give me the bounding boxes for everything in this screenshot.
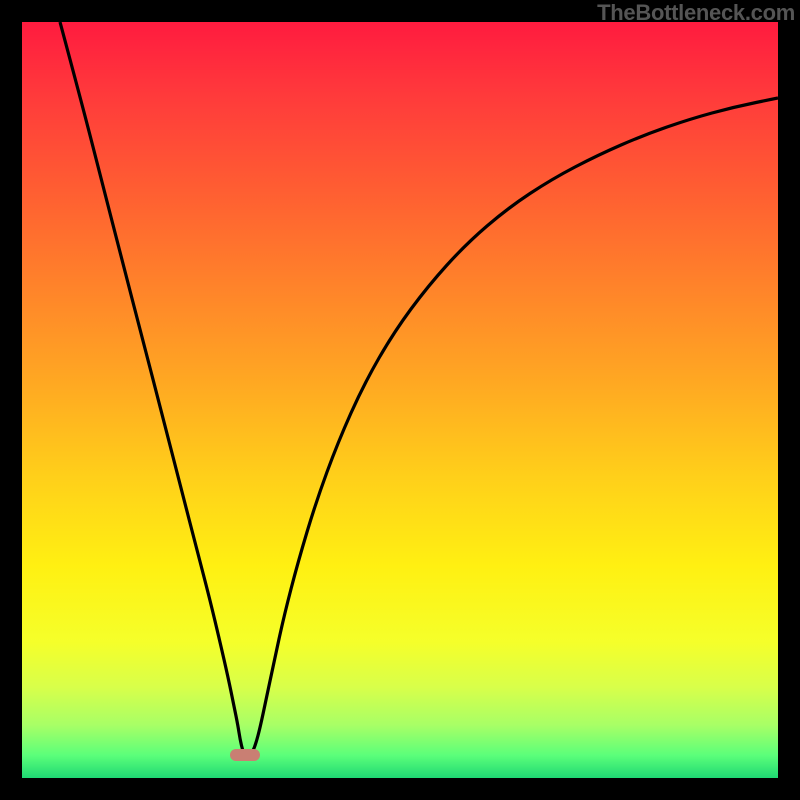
watermark-text: TheBottleneck.com [597,0,795,26]
gradient-background [22,22,778,778]
plot-area [22,22,778,778]
chart-svg [22,22,778,778]
chart-frame: TheBottleneck.com [0,0,800,800]
optimal-marker [230,749,260,761]
